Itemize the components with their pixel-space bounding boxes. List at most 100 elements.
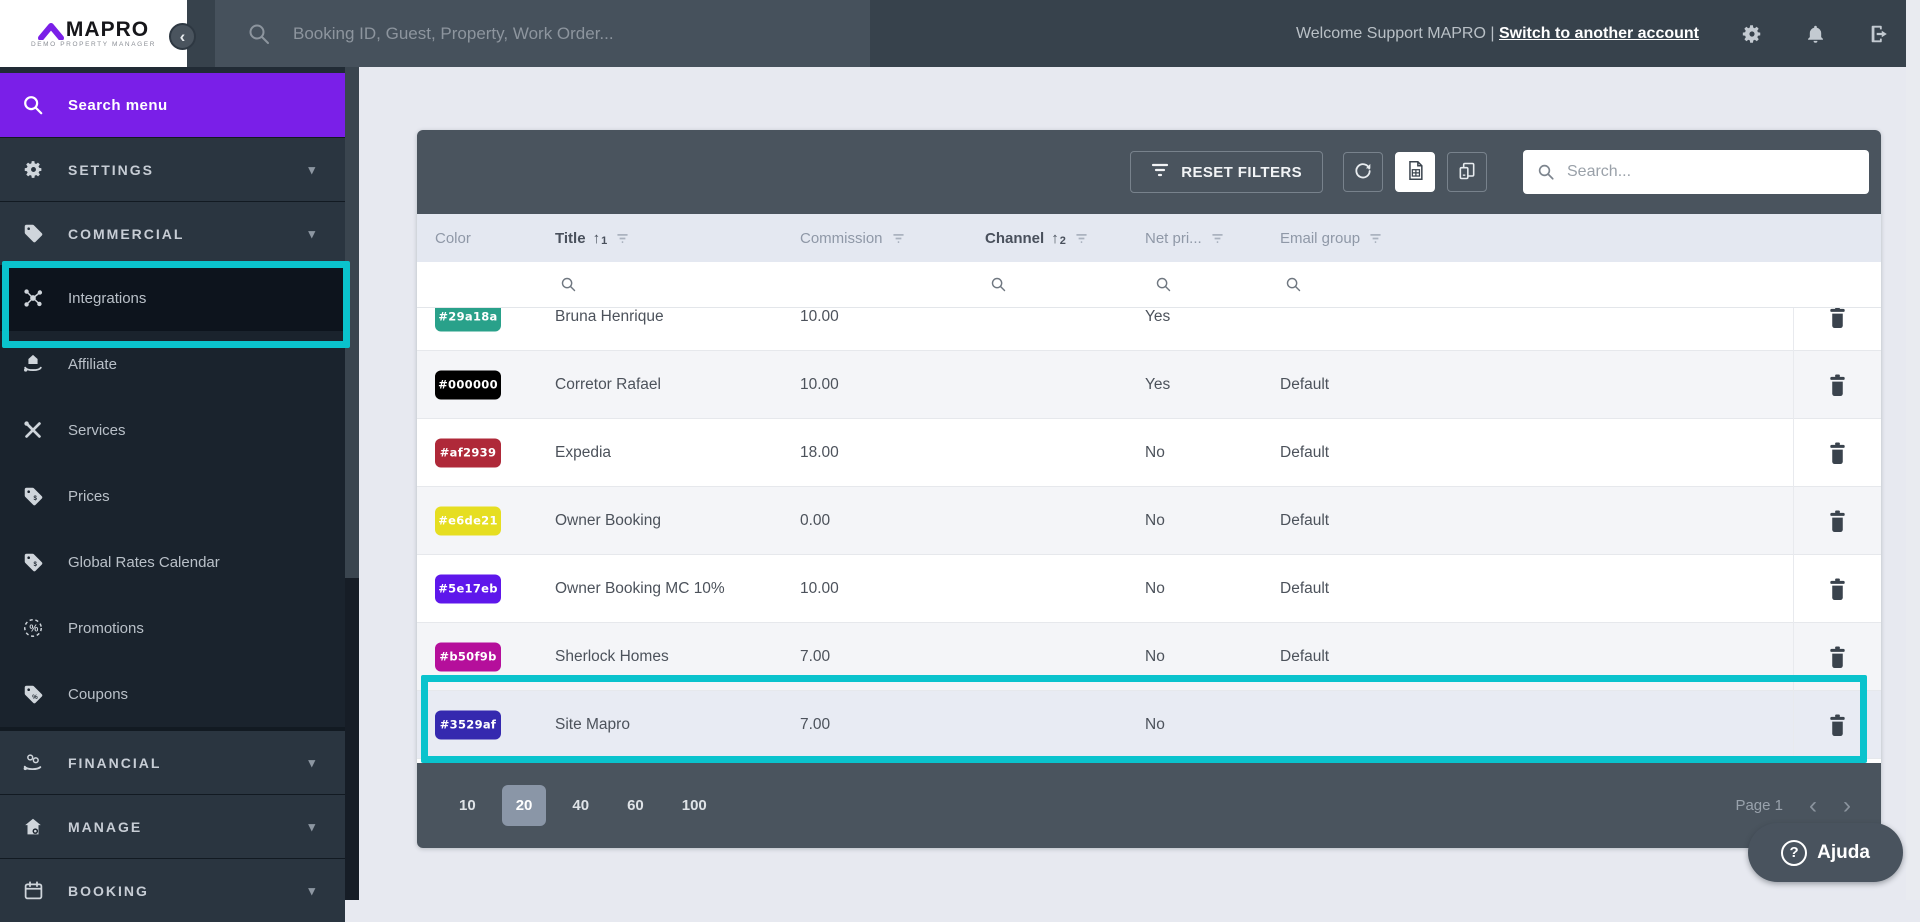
table-row[interactable]: #b50f9b Sherlock Homes 7.00 No Default (417, 623, 1881, 691)
cell-commission: 0.00 (800, 487, 830, 555)
sidebar-scrollbar-thumb[interactable] (345, 578, 359, 900)
global-search-input[interactable] (293, 24, 813, 44)
sidebar-collapse-button[interactable]: ‹ (169, 23, 196, 50)
sidebar-item-promotions[interactable]: % Promotions (0, 595, 345, 661)
column-filter-icon[interactable] (892, 233, 905, 244)
sort-asc-icon: ↑2 (1051, 230, 1066, 247)
color-chip: #b50f9b (435, 642, 501, 671)
column-filter-icon[interactable] (1211, 233, 1224, 244)
mapro-logo[interactable]: MAPRO DEMO PROPERTY MANAGER (31, 19, 156, 49)
table-search-input[interactable] (1567, 163, 1837, 181)
page-size-20-selected[interactable]: 20 (502, 785, 547, 826)
delete-icon[interactable] (1826, 308, 1849, 330)
copy-to-device-button[interactable] (1447, 152, 1487, 192)
gear-icon[interactable] (1741, 23, 1763, 45)
delete-icon[interactable] (1826, 712, 1849, 738)
logout-icon[interactable] (1868, 23, 1890, 45)
chevron-down-icon: ▾ (308, 755, 317, 771)
delete-icon[interactable] (1826, 508, 1849, 534)
column-header-channel[interactable]: Channel ↑2 (985, 214, 1088, 262)
column-header-email-group[interactable]: Email group (1280, 214, 1382, 262)
email-group-filter-search-icon[interactable] (1285, 276, 1302, 298)
table-row[interactable]: #e6de21 Owner Booking 0.00 No Default (417, 487, 1881, 555)
logo-container: MAPRO DEMO PROPERTY MANAGER (0, 0, 187, 67)
switch-account-link[interactable]: Switch to another account (1499, 25, 1699, 42)
cell-commission: 7.00 (800, 691, 830, 759)
export-xls-button[interactable] (1395, 152, 1435, 192)
column-header-title[interactable]: Title ↑1 (555, 214, 629, 262)
chevron-down-icon: ▾ (308, 883, 317, 899)
color-chip: #000000 (435, 370, 501, 399)
sidebar-group-manage[interactable]: MANAGE ▾ (0, 794, 345, 858)
sidebar-item-coupons[interactable]: % Coupons (0, 661, 345, 727)
column-header-commission[interactable]: Commission (800, 214, 905, 262)
table-row[interactable]: #5e17eb Owner Booking MC 10% 10.00 No De… (417, 555, 1881, 623)
cell-net-price: No (1145, 555, 1165, 623)
svg-text:%: % (29, 624, 38, 635)
sidebar-item-global-rates-calendar[interactable]: $ Global Rates Calendar (0, 529, 345, 595)
sidebar-label: Prices (68, 488, 110, 505)
calendar-icon (20, 880, 46, 901)
table-body: #29a18a Bruna Henrique 10.00 Yes #000000… (417, 308, 1881, 763)
net-price-filter-search-icon[interactable] (1155, 276, 1172, 298)
table-row-site-mapro[interactable]: #3529af Site Mapro 7.00 No (417, 691, 1881, 759)
cell-commission: 10.00 (800, 351, 839, 419)
column-header-color[interactable]: Color (435, 214, 471, 262)
page-size-60[interactable]: 60 (615, 787, 656, 824)
page-size-40[interactable]: 40 (560, 787, 601, 824)
chevron-down-icon: ▾ (308, 226, 317, 242)
cell-title: Sherlock Homes (555, 623, 669, 691)
column-filter-icon[interactable] (1369, 233, 1382, 244)
delete-icon[interactable] (1826, 644, 1849, 670)
sidebar-item-prices[interactable]: $ Prices (0, 463, 345, 529)
table-row[interactable]: #29a18a Bruna Henrique 10.00 Yes (417, 308, 1881, 351)
price-tag-icon: $ (20, 486, 46, 507)
sidebar-item-services[interactable]: Services (0, 397, 345, 463)
sidebar-item-search-menu[interactable]: Search menu (0, 73, 345, 137)
table-footer: 10 20 40 60 100 Page 1 ‹ › (417, 763, 1881, 848)
global-search-bar[interactable] (215, 0, 870, 67)
page-size-100[interactable]: 100 (670, 787, 719, 824)
page-scrollbar[interactable] (1906, 0, 1920, 900)
previous-page-icon[interactable]: ‹ (1809, 794, 1817, 818)
logo-brand-text: MAPRO (66, 19, 149, 40)
next-page-icon[interactable]: › (1843, 794, 1851, 818)
delete-icon[interactable] (1826, 576, 1849, 602)
sidebar-label: FINANCIAL (68, 755, 161, 771)
cell-title: Site Mapro (555, 691, 630, 759)
sidebar-group-commercial[interactable]: COMMERCIAL ▾ (0, 201, 345, 265)
table-row[interactable]: #000000 Corretor Rafael 10.00 Yes Defaul… (417, 351, 1881, 419)
delete-icon[interactable] (1826, 440, 1849, 466)
sidebar-label: Promotions (68, 620, 144, 637)
cell-net-price: No (1145, 487, 1165, 555)
device-copy-icon (1457, 161, 1477, 184)
column-header-net-price[interactable]: Net pri... (1145, 214, 1224, 262)
column-filter-icon[interactable] (1075, 233, 1088, 244)
sidebar-scrollbar[interactable] (345, 67, 359, 900)
title-filter-search-icon[interactable] (560, 276, 577, 298)
table-row[interactable]: #af2939 Expedia 18.00 No Default (417, 419, 1881, 487)
integrations-icon (20, 287, 46, 309)
bell-icon[interactable] (1805, 23, 1826, 45)
question-mark-icon: ? (1781, 840, 1807, 866)
sidebar-group-settings[interactable]: SETTINGS ▾ (0, 137, 345, 201)
cell-email-group: Default (1280, 555, 1329, 623)
refresh-button[interactable] (1343, 152, 1383, 192)
help-button[interactable]: ? Ajuda (1748, 823, 1903, 882)
sidebar-item-integrations[interactable]: Integrations (0, 265, 345, 331)
reset-filters-button[interactable]: RESET FILTERS (1130, 151, 1323, 193)
cell-title: Corretor Rafael (555, 351, 661, 419)
channel-filter-search-icon[interactable] (990, 276, 1007, 298)
column-filter-icon[interactable] (616, 233, 629, 244)
cell-net-price: No (1145, 623, 1165, 691)
page-size-10[interactable]: 10 (447, 787, 488, 824)
sidebar-group-financial[interactable]: FINANCIAL ▾ (0, 730, 345, 794)
cell-commission: 7.00 (800, 623, 830, 691)
help-button-label: Ajuda (1817, 842, 1870, 864)
delete-icon[interactable] (1826, 372, 1849, 398)
table-search-box[interactable] (1523, 150, 1869, 194)
sidebar-item-affiliate[interactable]: Affiliate (0, 331, 345, 397)
sidebar-group-booking[interactable]: BOOKING ▾ (0, 858, 345, 922)
coupon-icon: % (20, 684, 46, 705)
logo-caret-icon (38, 22, 64, 40)
